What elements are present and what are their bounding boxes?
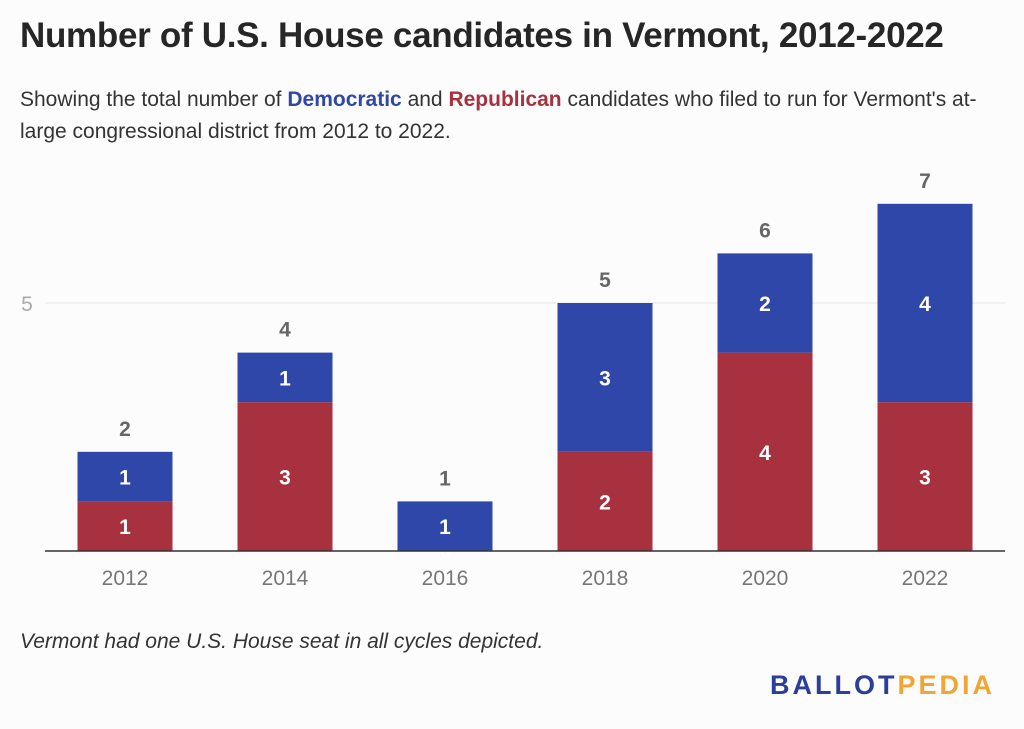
x-tick-label: 2018 — [582, 567, 629, 590]
subtitle-republican: Republican — [448, 88, 562, 111]
bar-value-label-democratic: 2 — [759, 293, 771, 316]
bar-value-label-democratic: 3 — [599, 367, 611, 390]
x-tick-label: 2020 — [742, 567, 789, 590]
logo-part-pedia: PEDIA — [897, 670, 996, 700]
x-tick-label: 2014 — [262, 567, 309, 590]
logo-part-ballot: BALLOT — [770, 670, 898, 700]
subtitle-text-before: Showing the total number of — [20, 88, 288, 111]
bar-segment-democratic — [877, 203, 973, 403]
bar-total-label: 1 — [439, 467, 451, 490]
subtitle-text-middle: and — [401, 88, 449, 111]
x-tick-label: 2022 — [902, 567, 949, 590]
x-tick-label: 2016 — [422, 567, 469, 590]
bar-segment-democratic — [77, 451, 173, 502]
bar-segment-democratic — [557, 303, 653, 452]
bar-total-label: 2 — [119, 418, 131, 441]
bar-segment-republican — [557, 451, 653, 551]
bar-value-label-democratic: 1 — [279, 367, 291, 390]
bar-value-label-republican: 1 — [119, 516, 131, 539]
footnote: Vermont had one U.S. House seat in all c… — [20, 630, 544, 653]
bar-value-label-republican: 3 — [919, 467, 931, 490]
bar-segment-republican — [717, 352, 813, 551]
y-tick-label: 5 — [21, 293, 33, 316]
bar-value-label-democratic: 1 — [439, 516, 451, 539]
bar-total-label: 7 — [919, 170, 931, 193]
bar-total-label: 4 — [279, 319, 291, 342]
chart-subtitle: Showing the total number of Democratic a… — [20, 84, 1000, 148]
bar-value-label-republican: 2 — [599, 491, 611, 514]
subtitle-text-after: candidates who filed to run for Vermont'… — [20, 88, 977, 143]
x-tick-label: 2012 — [102, 567, 149, 590]
bar-segment-democratic — [237, 352, 333, 403]
bar-segment-republican — [877, 402, 973, 551]
bar-segment-democratic — [717, 253, 813, 353]
bar-segment-democratic — [397, 501, 493, 551]
bar-value-label-democratic: 4 — [919, 293, 931, 316]
bar-segment-republican — [77, 501, 173, 551]
bar-value-label-democratic: 1 — [119, 467, 131, 490]
chart-title: Number of U.S. House candidates in Vermo… — [20, 16, 944, 55]
bar-value-label-republican: 4 — [759, 442, 771, 465]
bar-value-label-republican: 3 — [279, 467, 291, 490]
bar-total-label: 6 — [759, 219, 771, 242]
bar-segment-republican — [237, 402, 333, 551]
subtitle-democratic: Democratic — [287, 88, 402, 111]
ballotpedia-logo: BALLOTPEDIA — [770, 670, 995, 701]
bar-total-label: 5 — [599, 269, 611, 292]
